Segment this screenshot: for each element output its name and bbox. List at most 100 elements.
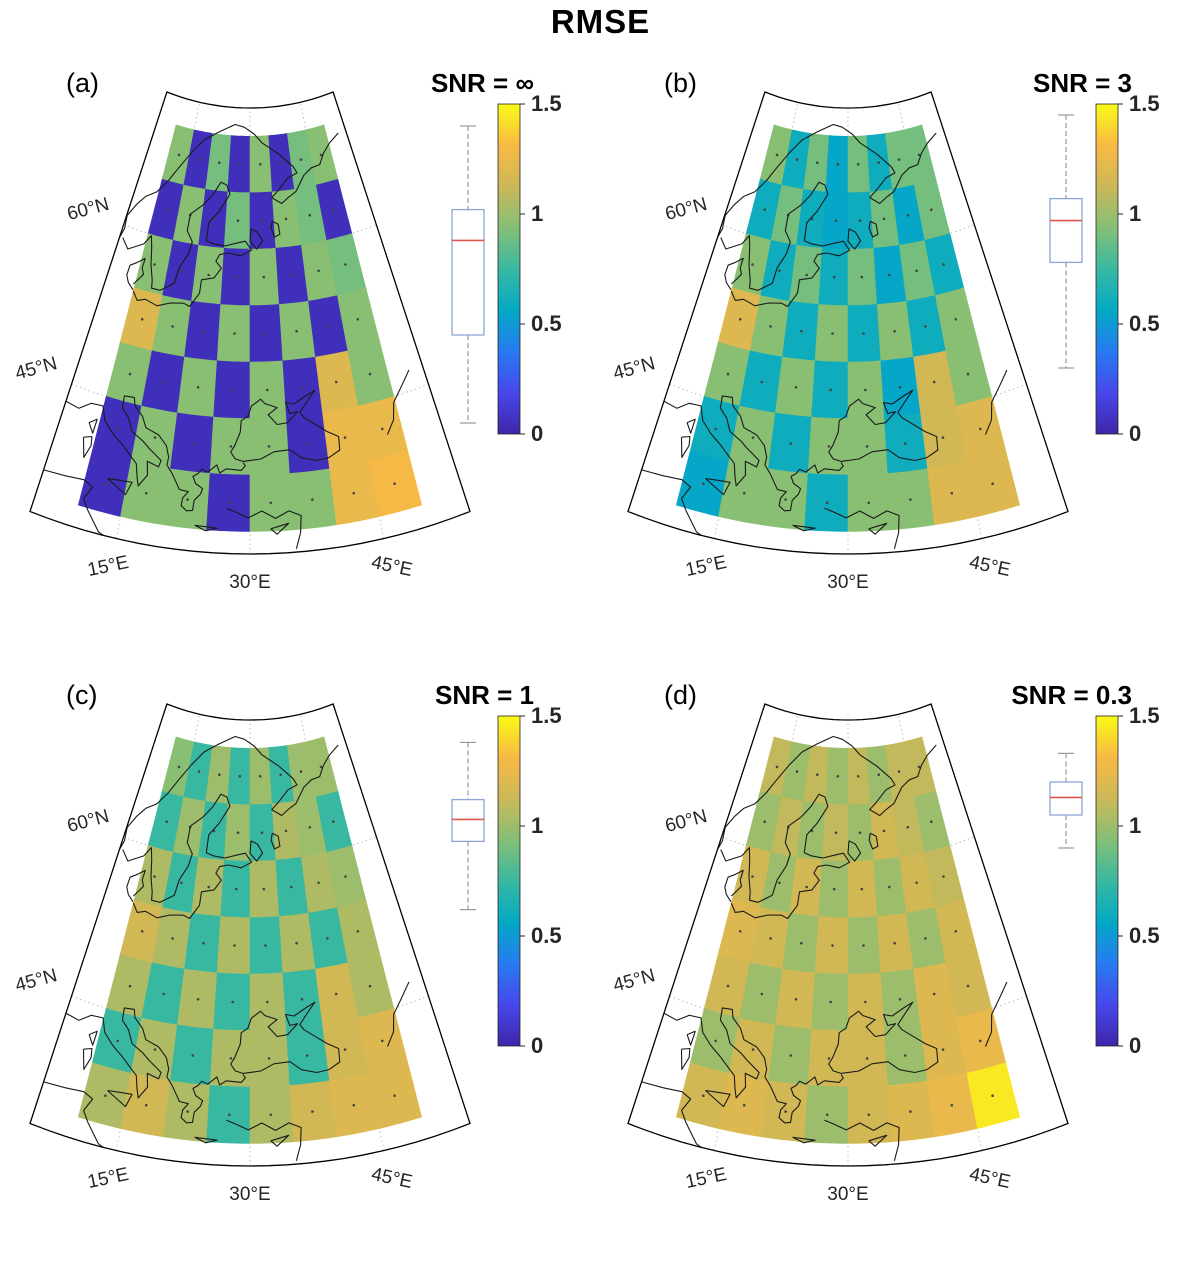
grid-cell-dot bbox=[144, 491, 148, 495]
grid-cell-dot bbox=[865, 1057, 869, 1060]
lat-label: 60°N bbox=[663, 806, 709, 837]
coastline bbox=[868, 832, 879, 850]
coastline bbox=[107, 477, 133, 496]
map-content bbox=[639, 714, 1027, 1166]
grid-cell-dot bbox=[116, 427, 119, 431]
coastline bbox=[724, 869, 744, 903]
lat-label: 60°N bbox=[65, 806, 111, 837]
coastline bbox=[126, 257, 146, 291]
boxplot-box bbox=[1049, 197, 1083, 264]
grid-cell-dot bbox=[932, 992, 936, 996]
grid-cell-dot bbox=[991, 482, 994, 486]
grid-cell-dot bbox=[104, 1094, 107, 1097]
grid-cell-dot bbox=[236, 219, 240, 222]
grid-cell-dot bbox=[742, 1103, 746, 1107]
grid-cell-dot bbox=[794, 386, 798, 389]
grid-cell-dot bbox=[267, 445, 271, 448]
panel-title: SNR = 1 bbox=[435, 680, 534, 710]
colorbar-tick-label: 0 bbox=[1129, 1033, 1141, 1058]
panel-label: (c) bbox=[66, 680, 98, 710]
grid-cell-dot bbox=[317, 881, 320, 885]
coastline bbox=[386, 981, 410, 1047]
map-frame bbox=[29, 703, 471, 1167]
boxplot bbox=[1049, 114, 1083, 369]
grid-cell-dot bbox=[702, 1094, 705, 1097]
coastline bbox=[107, 1089, 133, 1108]
coastline bbox=[230, 389, 341, 462]
grid-cell-dot bbox=[893, 329, 896, 333]
coastline bbox=[662, 395, 771, 487]
lon-label: 30°E bbox=[229, 1184, 270, 1205]
grid-cell-dot bbox=[775, 765, 779, 769]
grid-cell-dot bbox=[295, 329, 298, 333]
grid-cell-dot bbox=[832, 275, 836, 279]
grid-cell-dot bbox=[831, 944, 834, 947]
coastline bbox=[88, 1030, 98, 1046]
grid-cell-dot bbox=[888, 273, 891, 277]
grid-cell-dot bbox=[319, 153, 323, 157]
grid-cell-dot bbox=[794, 998, 798, 1001]
grid-cell-dot bbox=[153, 1048, 157, 1051]
coastline bbox=[194, 524, 218, 532]
grid-cell-dot bbox=[305, 442, 309, 445]
grid-cell-dot bbox=[233, 944, 236, 947]
panel-a: (a) SNR = ∞ 60°N 45°N 15°E 30°E 45°E 0 0.5 1 1.5 bbox=[0, 44, 598, 656]
coastline bbox=[868, 522, 888, 535]
lon-label: 15°E bbox=[684, 552, 729, 581]
map-frame bbox=[627, 703, 1069, 1167]
grid-cell-dot bbox=[352, 491, 356, 495]
grid-cell-dot bbox=[702, 482, 705, 486]
grid-cell-dot bbox=[726, 984, 730, 988]
grid-cell-dot bbox=[231, 388, 234, 392]
coastline bbox=[41, 1080, 181, 1166]
grid-cell-dot bbox=[234, 275, 238, 279]
lon-label: 45°E bbox=[369, 1164, 414, 1193]
grid-cell-dot bbox=[760, 992, 764, 996]
colorbar-tick-label: 0 bbox=[531, 1033, 543, 1058]
coastline bbox=[171, 462, 246, 512]
grid-cell-dot bbox=[942, 875, 945, 878]
coastline bbox=[122, 181, 253, 308]
figure-title: RMSE bbox=[550, 3, 651, 40]
grid-cell-dot bbox=[763, 820, 766, 823]
grid-cell-dot bbox=[867, 501, 871, 505]
grid-cell-dot bbox=[393, 1094, 396, 1097]
panel-b: (b) SNR = 3 60°N 45°N 15°E 30°E 45°E 0 0.5 1 1.5 bbox=[598, 44, 1196, 656]
lon-label: 45°E bbox=[369, 552, 414, 581]
rmse-grid bbox=[675, 736, 1021, 1144]
grid-cell-dot bbox=[966, 984, 970, 988]
grid-cell-dot bbox=[877, 773, 880, 776]
grid-cell-dot bbox=[816, 773, 819, 776]
lon-label: 15°E bbox=[86, 552, 131, 581]
panel-title: SNR = 0.3 bbox=[1011, 680, 1132, 710]
grid-cell-dot bbox=[795, 770, 799, 773]
coastline bbox=[230, 1001, 341, 1074]
coastline bbox=[824, 507, 900, 549]
grid-cell-dot bbox=[858, 831, 862, 834]
panel-grid: (a) SNR = ∞ 60°N 45°N 15°E 30°E 45°E 0 0.5 1 1.5… bbox=[0, 44, 1201, 1268]
boxplot bbox=[451, 741, 485, 911]
grid-cell-dot bbox=[784, 498, 787, 501]
grid-cell-dot bbox=[930, 208, 933, 211]
grid-cell-dot bbox=[343, 436, 347, 439]
coastline bbox=[126, 869, 146, 903]
colorbar-tick-label: 1.5 bbox=[1129, 703, 1160, 728]
grid-cell-dot bbox=[906, 213, 910, 217]
grid-cell-dot bbox=[140, 318, 144, 321]
grid-cell-dot bbox=[332, 820, 335, 823]
lon-label: 45°E bbox=[967, 1164, 1012, 1193]
grid-cell-dot bbox=[207, 273, 210, 277]
grid-cell-dot bbox=[827, 1057, 831, 1060]
lat-label: 45°N bbox=[611, 965, 657, 996]
coastline bbox=[680, 435, 691, 458]
grid-cell-dot bbox=[218, 161, 221, 164]
grid-cell-dot bbox=[860, 887, 864, 891]
grid-cell-dot bbox=[227, 501, 231, 505]
grid-cell-dot bbox=[191, 442, 195, 445]
grid-cell-dot bbox=[197, 770, 201, 773]
grid-cell-dot bbox=[260, 219, 264, 222]
coastline bbox=[662, 1007, 771, 1099]
grid-cell-dot bbox=[903, 442, 907, 445]
coastline bbox=[639, 1080, 779, 1166]
grid-cell-dot bbox=[191, 1054, 195, 1057]
